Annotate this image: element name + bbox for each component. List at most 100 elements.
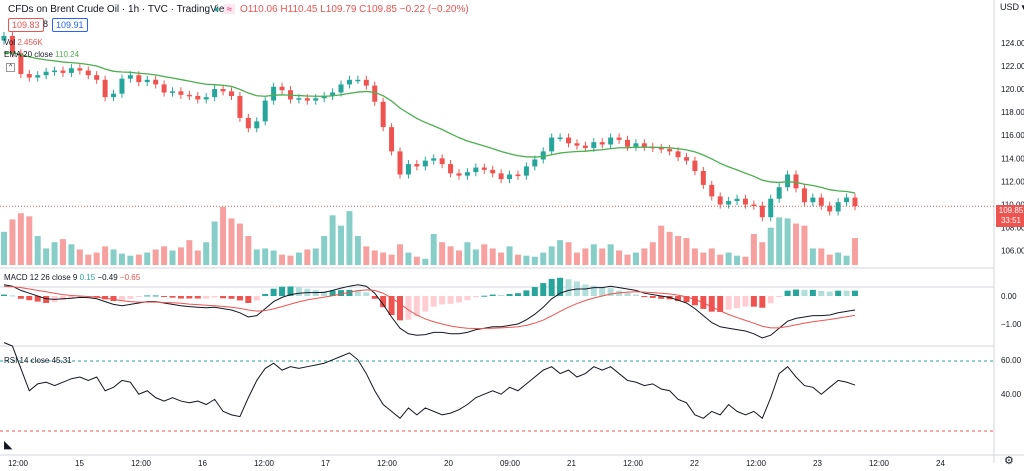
macd-histogram-bar bbox=[599, 287, 606, 296]
time-tick-label: 20 bbox=[444, 459, 453, 468]
candle-body bbox=[498, 173, 504, 180]
candle-body bbox=[52, 70, 58, 73]
volume-bar bbox=[430, 233, 437, 265]
volume-bar bbox=[76, 249, 83, 265]
candle-body bbox=[582, 145, 588, 148]
candle-body bbox=[85, 70, 91, 76]
macd-histogram-bar bbox=[481, 295, 488, 297]
macd-histogram-bar bbox=[750, 296, 757, 307]
macd-histogram-bar bbox=[59, 296, 66, 301]
candle-body bbox=[94, 75, 100, 80]
candle-body bbox=[43, 71, 49, 76]
macd-histogram-bar bbox=[641, 296, 648, 298]
macd-histogram-bar bbox=[135, 296, 142, 297]
volume-bar bbox=[220, 207, 227, 265]
candle-body bbox=[793, 174, 799, 189]
candle-body bbox=[523, 166, 529, 176]
volume-bar bbox=[169, 250, 176, 265]
candle-body bbox=[599, 142, 605, 145]
candle-body bbox=[801, 188, 807, 203]
price-tick-label: 114.00 bbox=[1001, 154, 1024, 163]
currency-selector[interactable]: USD ▾ bbox=[1000, 2, 1024, 12]
volume-bar bbox=[34, 236, 41, 265]
candle-body bbox=[330, 92, 336, 96]
candle-body bbox=[186, 94, 192, 97]
macd-histogram-bar bbox=[540, 283, 547, 296]
candle-body bbox=[566, 137, 572, 144]
volume-bar bbox=[649, 242, 656, 265]
macd-histogram-bar bbox=[397, 296, 404, 321]
price-tick-label: 120.00 bbox=[1001, 85, 1024, 94]
candle-body bbox=[60, 70, 66, 73]
price-tick-label: 116.00 bbox=[1001, 131, 1024, 140]
macd-histogram-bar bbox=[295, 287, 302, 296]
volume-bar bbox=[186, 240, 193, 265]
macd-histogram-bar bbox=[708, 296, 715, 312]
candle-body bbox=[405, 164, 411, 175]
candle-body bbox=[683, 157, 689, 161]
candle-body bbox=[144, 79, 150, 83]
volume-bar bbox=[338, 225, 345, 265]
time-tick-label: 23 bbox=[813, 459, 822, 468]
macd-histogram-bar bbox=[228, 296, 235, 299]
candle-body bbox=[456, 173, 462, 176]
ask-price[interactable]: 109.91 bbox=[52, 18, 88, 32]
volume-bar bbox=[245, 236, 252, 265]
volume-bar bbox=[1, 231, 7, 265]
volume-bar bbox=[262, 248, 269, 265]
macd-histogram-bar bbox=[329, 290, 336, 296]
bid-price[interactable]: 109.83 bbox=[8, 18, 44, 32]
candle-body bbox=[726, 201, 732, 205]
candle-body bbox=[304, 98, 310, 101]
volume-bar bbox=[270, 250, 277, 265]
candle-body bbox=[852, 197, 858, 207]
macd-histogram-bar bbox=[498, 294, 505, 296]
macd-histogram-bar bbox=[582, 284, 589, 296]
macd-histogram-bar bbox=[220, 296, 227, 299]
volume-bar bbox=[380, 252, 387, 265]
volume-bar bbox=[85, 254, 92, 265]
candle-body bbox=[515, 174, 521, 176]
candle-body bbox=[195, 95, 201, 100]
volume-bar bbox=[51, 242, 58, 265]
volume-bar bbox=[321, 236, 328, 265]
volume-bar bbox=[607, 244, 614, 265]
candle-body bbox=[321, 95, 327, 99]
candle-body bbox=[675, 151, 681, 158]
volume-legend: Vol 2.456K bbox=[4, 38, 43, 47]
macd-histogram-bar bbox=[169, 296, 176, 298]
candle-body bbox=[759, 205, 765, 218]
collapse-legend-button[interactable]: ^ bbox=[6, 63, 16, 72]
volume-bar bbox=[691, 248, 698, 265]
macd-histogram-bar bbox=[371, 296, 378, 299]
volume-bar bbox=[590, 244, 597, 265]
macd-histogram-bar bbox=[144, 295, 151, 297]
settings-gear-icon[interactable]: ⚙ bbox=[1004, 455, 1014, 467]
time-tick-label: 12:00 bbox=[869, 459, 890, 468]
volume-bar bbox=[144, 252, 151, 265]
candle-body bbox=[161, 84, 167, 93]
volume-bar bbox=[472, 249, 479, 265]
symbol-title[interactable]: CFDs on Brent Crude Oil · 1h · TVC · Tra… bbox=[8, 4, 232, 15]
volume-bar bbox=[464, 242, 471, 265]
candle-body bbox=[490, 169, 496, 174]
candle-body bbox=[633, 143, 639, 147]
candle-body bbox=[355, 79, 361, 82]
volume-bar bbox=[700, 252, 707, 265]
volume-bar bbox=[26, 216, 33, 265]
candle-body bbox=[540, 151, 546, 160]
macd-histogram-bar bbox=[590, 285, 597, 296]
volume-bar bbox=[826, 254, 833, 265]
volume-bar bbox=[632, 252, 639, 265]
macd-histogram-bar bbox=[321, 291, 328, 296]
macd-histogram-bar bbox=[835, 290, 842, 296]
candle-body bbox=[616, 137, 622, 140]
candle-body bbox=[77, 68, 83, 71]
replay-icon[interactable]: ≈ bbox=[224, 4, 235, 14]
macd-histogram-bar bbox=[557, 277, 564, 296]
volume-bar bbox=[17, 213, 24, 265]
candle-body bbox=[338, 84, 344, 93]
candle-body bbox=[262, 100, 268, 122]
